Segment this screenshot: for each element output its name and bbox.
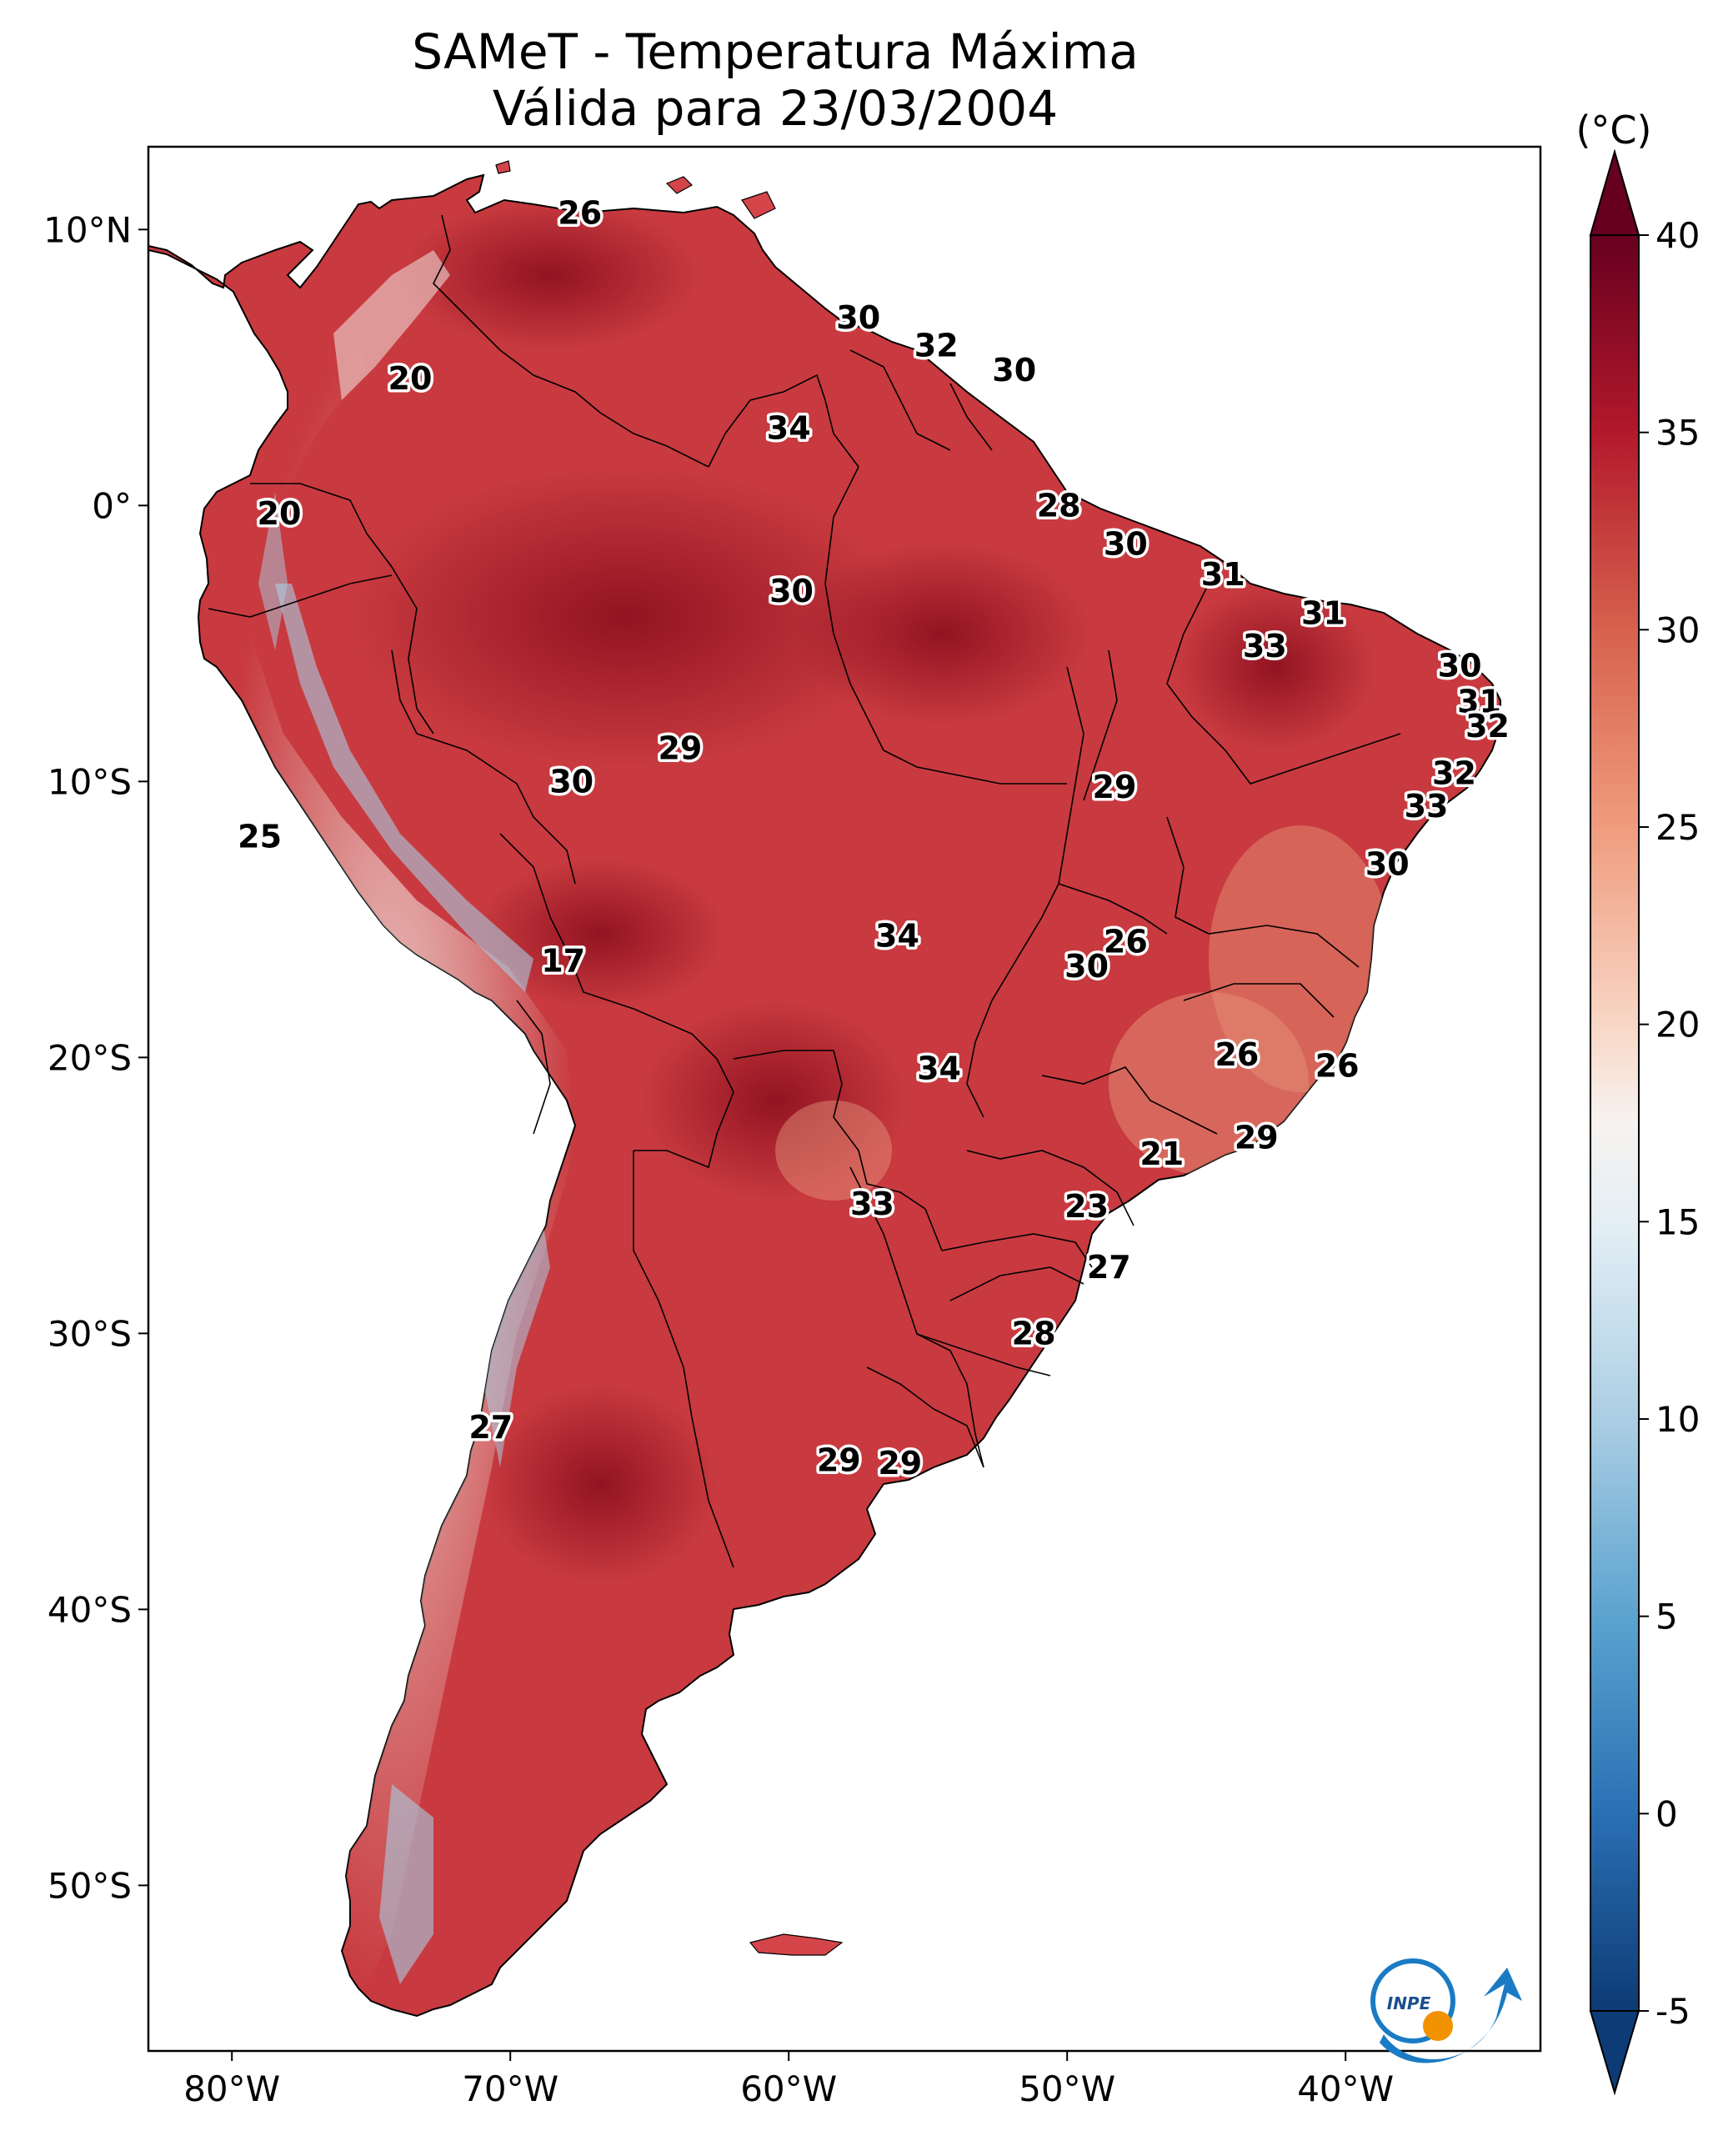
- city-temperature-label: 34: [875, 918, 919, 955]
- colorbar-tick-label: 25: [1655, 807, 1700, 848]
- city-temperature-label: 28: [1037, 487, 1081, 524]
- city-temperature-label: 30: [769, 573, 814, 609]
- inpe-logo: INPE: [1370, 1958, 1522, 2063]
- lat-tick-label: 40°S: [48, 1589, 132, 1630]
- city-temperature-label: 23: [1064, 1188, 1109, 1225]
- colorbar-tick-label: 20: [1655, 1005, 1700, 1045]
- lon-tick-label: 60°W: [740, 2068, 837, 2109]
- city-temperature-label: 29: [1093, 769, 1137, 805]
- colorbar-tick-label: 5: [1655, 1597, 1678, 1637]
- lon-tick-label: 70°W: [462, 2068, 558, 2109]
- city-temperature-label: 34: [917, 1050, 961, 1087]
- city-temperature-label: 29: [658, 730, 702, 767]
- logo-dot-icon: [1423, 2011, 1453, 2041]
- colorbar-gradient: [1590, 234, 1640, 2012]
- city-temperature-label: 32: [1465, 708, 1510, 745]
- city-temperature-label: 31: [1301, 594, 1345, 631]
- colorbar-max-extension: [1589, 148, 1640, 236]
- city-temperature-label: 33: [850, 1186, 894, 1222]
- logo-ring-icon: [1370, 1958, 1455, 2043]
- city-temperature-label: 33: [1243, 628, 1287, 664]
- lon-tick-label: 40°W: [1297, 2068, 1394, 2109]
- city-temperature-label: 26: [1104, 923, 1148, 960]
- city-temperature-label: 27: [468, 1409, 513, 1446]
- city-temperature-label: 32: [914, 327, 959, 364]
- colorbar-tick-label: 35: [1655, 413, 1700, 454]
- city-temperature-label: 26: [1215, 1036, 1259, 1073]
- map-title: SAMeT - Temperatura Máxima Válida para 2…: [150, 23, 1400, 137]
- city-temperature-label: 27: [1087, 1249, 1131, 1286]
- city-temperature-label: 25: [238, 819, 282, 855]
- city-temperature-label: 17: [541, 942, 585, 979]
- city-temperature-label: 21: [1139, 1136, 1184, 1172]
- city-temperature-label: 20: [258, 495, 302, 532]
- city-temperature-label: 30: [1064, 948, 1109, 985]
- city-temperature-label: 33: [1405, 788, 1449, 825]
- city-temperature-label: 30: [1438, 647, 1482, 684]
- colorbar-min-extension: [1589, 2010, 1640, 2096]
- city-temperature-label: 20: [388, 360, 433, 397]
- city-temperature-label: 34: [767, 410, 811, 447]
- city-temperature-label: 29: [817, 1442, 861, 1479]
- colorbar-tick-label: -5: [1655, 1991, 1690, 2032]
- lat-tick-label: 20°S: [48, 1037, 132, 1078]
- city-temperature-label: 32: [1432, 755, 1476, 791]
- lon-tick-label: 80°W: [183, 2068, 280, 2109]
- city-temperature-label: 28: [1012, 1315, 1056, 1351]
- islands: [495, 160, 844, 1956]
- title-line-1: SAMeT - Temperatura Máxima: [412, 23, 1139, 80]
- logo-text: INPE: [1387, 1993, 1431, 2013]
- city-temperature-label: 31: [1457, 683, 1501, 720]
- latitude-axis: 10°N 0° 10°S 20°S 30°S 40°S 50°S: [43, 209, 148, 1906]
- lon-tick-label: 50°W: [1019, 2068, 1115, 2109]
- lat-tick-label: 30°S: [48, 1313, 132, 1354]
- city-temperature-label: 30: [1104, 526, 1148, 563]
- colorbar-tick-label: 40: [1655, 215, 1700, 256]
- colorbar-tick-label: 15: [1655, 1201, 1700, 1242]
- longitude-axis: 80°W 70°W 60°W 50°W 40°W: [183, 2051, 1394, 2109]
- lat-tick-label: 10°S: [48, 761, 132, 802]
- city-temperature-label: 29: [878, 1445, 922, 1482]
- lat-tick-label: 50°S: [48, 1865, 132, 1906]
- city-temperature-label: 30: [992, 352, 1036, 389]
- city-temperature-label: 30: [549, 763, 594, 800]
- colorbar: (°C) 40 35 30 25 20 15 10 5 0 -5: [1575, 108, 1700, 2096]
- logo-arrow-icon: [1380, 1968, 1522, 2063]
- colorbar-tick-label: 10: [1655, 1399, 1700, 1440]
- colorbar-tick-label: 0: [1655, 1793, 1678, 1834]
- colorbar-unit: (°C): [1575, 108, 1651, 153]
- city-temperature-label: 26: [558, 194, 602, 231]
- city-temperature-label: 26: [1315, 1047, 1360, 1084]
- colorbar-ticks: 40 35 30 25 20 15 10 5 0 -5: [1639, 215, 1700, 2032]
- lat-tick-label: 10°N: [43, 209, 132, 250]
- country-borders: [208, 214, 1401, 1568]
- title-line-2: Válida para 23/03/2004: [492, 80, 1059, 137]
- city-temperature-label: 30: [1365, 846, 1410, 883]
- colorbar-tick-label: 30: [1655, 609, 1700, 650]
- city-temperature-label: 29: [1235, 1119, 1279, 1156]
- city-temperature-label: 30: [836, 299, 880, 336]
- city-temperature-label: 31: [1201, 556, 1245, 593]
- lat-tick-label: 0°: [92, 485, 132, 526]
